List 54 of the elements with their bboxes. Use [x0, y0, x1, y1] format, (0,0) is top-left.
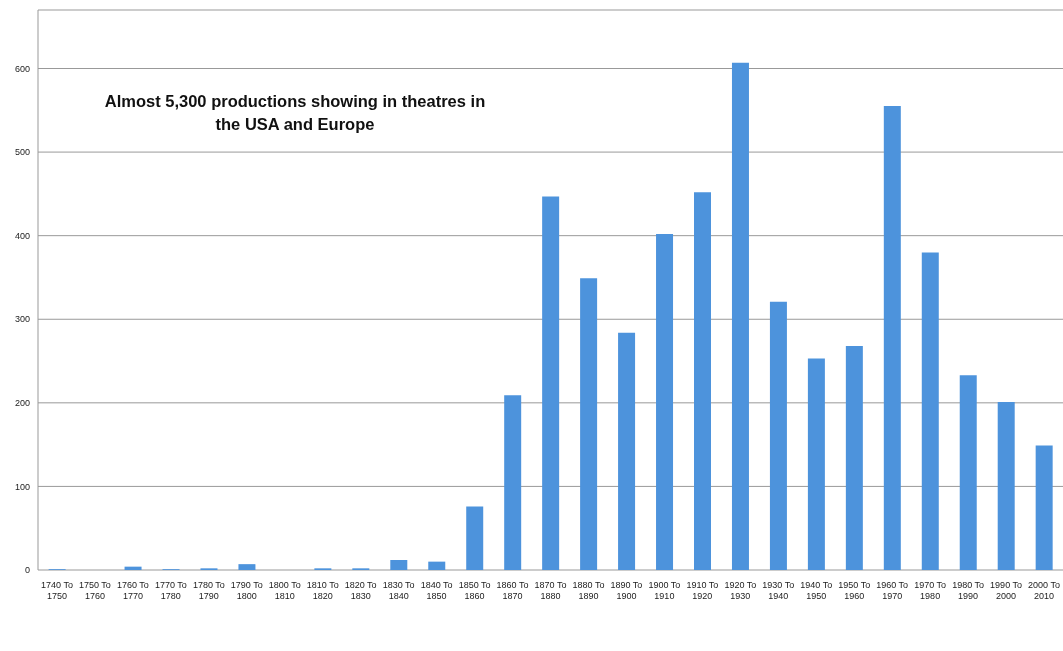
x-tick-label: 1840 To 1850: [420, 580, 453, 601]
bar: [390, 559, 408, 570]
x-tick-label: 1990 To 2000: [990, 580, 1022, 601]
x-tick-label: 1820 To 1830: [344, 580, 377, 601]
x-tick-label: 1980 To 1990: [952, 580, 985, 601]
y-tick-label: 100: [14, 481, 30, 492]
x-tick-label: 1800 To 1810: [268, 580, 301, 601]
x-tick-label: 1860 To 1870: [496, 580, 529, 601]
x-tick-label: 1750 To 1760: [79, 580, 111, 601]
text: Almost 5,300 productions showing in theatres in the USA and Europe: [103, 91, 487, 135]
x-tick-label: 1930 To 1940: [762, 580, 795, 601]
x-tick-label: 1970 To 1980: [914, 580, 947, 601]
y-tick-label: 200: [14, 398, 30, 409]
y-tick-label: 300: [14, 314, 30, 325]
bar: [580, 278, 598, 570]
x-tick-label: 1920 To 1930: [724, 580, 757, 601]
x-tick-label: 1830 To 1840: [382, 580, 415, 601]
bar: [731, 62, 749, 570]
x-tick-label: 1900 To 1910: [648, 580, 681, 601]
bar: [883, 106, 901, 570]
bar: [959, 375, 977, 570]
x-tick-label: 2000 To 2010: [1028, 580, 1060, 601]
bar: [845, 346, 863, 570]
x-tick-label: 1760 To 1770: [116, 580, 149, 601]
bar: [542, 196, 560, 570]
x-tick-label: 1890 To 1900: [610, 580, 643, 601]
y-tick-label: 400: [14, 230, 30, 241]
x-tick-label: 1740 To 1750: [41, 580, 73, 601]
x-tick-label: 1950 To 1960: [838, 580, 871, 601]
y-tick-label: 500: [14, 147, 30, 158]
y-tick-label: 600: [14, 63, 30, 74]
x-tick-label: 1960 To 1970: [876, 580, 909, 601]
bar: [807, 358, 825, 570]
x-tick-label: 1910 To 1920: [686, 580, 719, 601]
y-tick-label: 0: [24, 565, 30, 576]
x-tick-label: 1780 To 1790: [192, 580, 225, 601]
x-tick-label: 1850 To 1860: [458, 580, 491, 601]
x-tick-label: 1810 To 1820: [306, 580, 339, 601]
bar: [694, 192, 711, 570]
bar: [997, 402, 1015, 570]
bar: [1035, 445, 1053, 570]
x-tick-label: 1880 To 1890: [572, 580, 605, 601]
bar: [656, 234, 674, 570]
bar: [921, 252, 939, 570]
bar: [504, 395, 522, 570]
x-tick-label: 1870 To 1880: [534, 580, 567, 601]
bar: [618, 332, 636, 570]
x-tick-label: 1770 To 1780: [154, 580, 187, 601]
bar: [466, 506, 484, 570]
bar: [428, 561, 446, 570]
x-tick-label: 1790 To 1800: [230, 580, 263, 601]
x-tick-label: 1940 To 1950: [800, 580, 833, 601]
bar: [769, 301, 787, 570]
bar: [238, 564, 256, 570]
